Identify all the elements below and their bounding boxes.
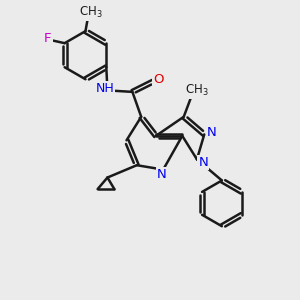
Text: F: F <box>44 32 52 45</box>
Text: N: N <box>157 168 166 182</box>
Text: CH$_3$: CH$_3$ <box>80 4 103 20</box>
Text: N: N <box>207 126 217 140</box>
Text: N: N <box>199 156 208 170</box>
Text: O: O <box>153 73 164 86</box>
Text: CH$_3$: CH$_3$ <box>185 83 209 98</box>
Text: NH: NH <box>96 82 115 94</box>
